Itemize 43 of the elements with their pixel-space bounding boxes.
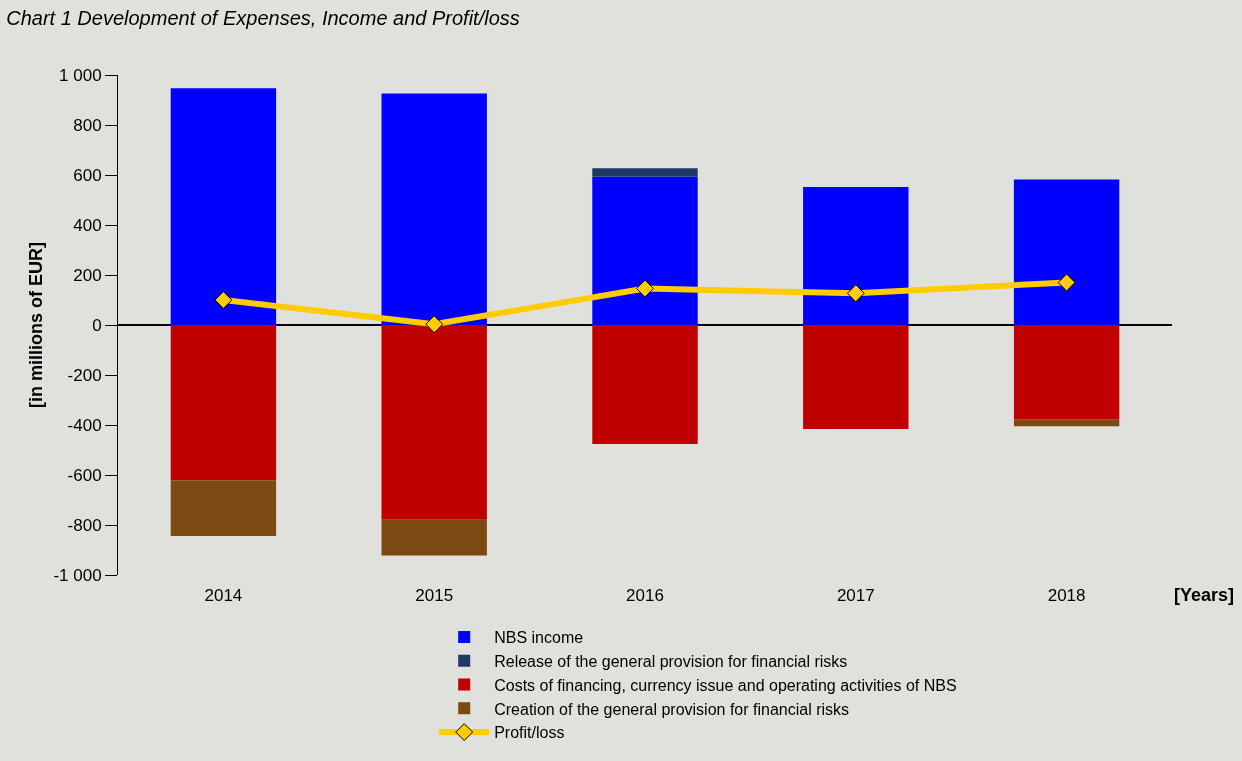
bar — [381, 519, 487, 556]
bar — [170, 325, 277, 481]
bar — [170, 88, 277, 325]
x-tick-label: 2014 — [204, 586, 243, 605]
legend-label: Creation of the general provision for financial risks — [494, 700, 850, 718]
bar — [592, 325, 698, 444]
chart-title: Chart 1 Development of Expenses, Income and Profit/loss — [6, 7, 520, 30]
y-axis-title: [in millions of EUR] — [25, 242, 46, 408]
y-tick-label: 400 — [73, 215, 102, 235]
y-tick-label: 0 — [92, 315, 102, 335]
point — [214, 291, 233, 309]
y-tick-label: -1 000 — [53, 565, 102, 585]
bar — [803, 187, 909, 325]
bar — [381, 325, 487, 520]
bar — [170, 480, 277, 536]
bar — [592, 168, 698, 177]
point — [1057, 273, 1076, 292]
y-tick-label: 800 — [73, 115, 102, 135]
bar — [1013, 419, 1120, 427]
y-tick-label: -400 — [67, 415, 102, 435]
x-tick-label: 2016 — [626, 586, 664, 605]
x-tick-label: 2017 — [836, 586, 875, 605]
x-tick-label: 2018 — [1047, 586, 1086, 605]
bar — [592, 176, 698, 325]
point — [425, 315, 444, 334]
bar — [1013, 325, 1120, 420]
bar — [1013, 179, 1120, 325]
legend-label: Release of the general provision for financial risks — [494, 652, 848, 670]
y-tick-label: 600 — [73, 165, 102, 185]
y-tick-label: -600 — [67, 465, 102, 485]
y-tick-label: -200 — [67, 365, 102, 385]
bar — [803, 325, 909, 429]
x-tick-label: 2015 — [415, 586, 454, 605]
legend-label: Profit/loss — [494, 724, 565, 742]
bar — [381, 93, 487, 325]
legend-label: Costs of financing, currency issue and operating activities of NBS — [494, 676, 957, 694]
legend-label: NBS income — [494, 629, 584, 647]
y-tick-label: 200 — [73, 265, 102, 285]
x-axis-title: [Years] — [1174, 585, 1235, 605]
y-tick-label: 1 000 — [59, 65, 102, 85]
point — [636, 279, 654, 298]
point — [846, 284, 865, 303]
y-tick-label: -800 — [67, 515, 102, 535]
